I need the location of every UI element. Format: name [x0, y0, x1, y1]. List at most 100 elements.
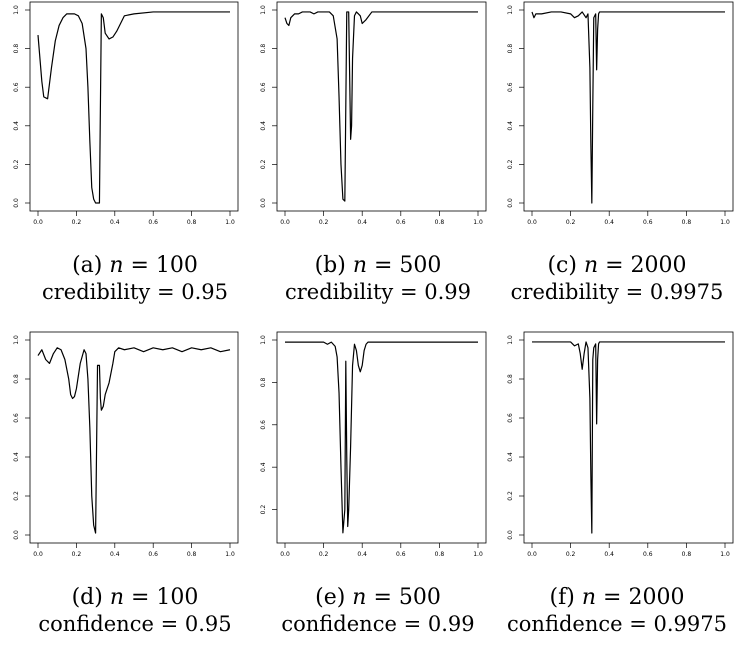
caption-n-symbol: n — [109, 253, 123, 278]
y-tick-label: 0.2 — [13, 491, 20, 501]
caption-n-symbol: n — [584, 253, 598, 278]
y-tick-label: 0.8 — [260, 377, 267, 387]
x-tick-label: 1.0 — [225, 551, 235, 558]
caption-line-2: credibility = 0.99 — [285, 280, 471, 304]
plot-frame — [29, 331, 239, 544]
x-tick-label: 0.8 — [682, 551, 692, 558]
x-tick-label: 0.8 — [435, 219, 445, 226]
y-tick-label: 0.6 — [507, 82, 514, 92]
caption-line-1: (e) n = 500 — [315, 585, 441, 610]
series-line — [531, 11, 725, 204]
x-tick-label: 0.8 — [187, 551, 197, 558]
x-tick-label: 0.0 — [33, 219, 43, 226]
caption-label: (c) — [547, 253, 583, 278]
x-tick-label: 0.6 — [643, 551, 653, 558]
series-line — [284, 11, 478, 202]
y-tick-label: 0.0 — [260, 198, 267, 208]
x-tick-label: 0.8 — [682, 219, 692, 226]
y-tick-label: 0.2 — [507, 159, 514, 169]
y-tick-label: 0.0 — [507, 198, 514, 208]
x-tick-label: 0.0 — [280, 551, 290, 558]
caption-n-value: = 500 — [366, 585, 440, 610]
caption-n-symbol: n — [582, 585, 596, 610]
x-tick-label: 0.2 — [319, 551, 329, 558]
caption-line-1: (f) n = 2000 — [550, 585, 685, 610]
x-tick-label: 0.0 — [527, 551, 537, 558]
x-tick-label: 0.4 — [357, 551, 367, 558]
y-tick-label: 1.0 — [507, 335, 514, 345]
x-tick-label: 0.4 — [604, 219, 614, 226]
y-tick-label: 0.6 — [13, 82, 20, 92]
y-tick-label: 0.4 — [13, 452, 20, 462]
x-tick-label: 0.6 — [148, 551, 158, 558]
caption-line-1: (a) n = 100 — [72, 253, 198, 278]
caption-n-symbol: n — [353, 253, 367, 278]
caption-label: (b) — [315, 253, 353, 278]
y-tick-label: 0.2 — [13, 159, 20, 169]
x-tick-label: 1.0 — [720, 219, 730, 226]
y-tick-label: 1.0 — [13, 335, 20, 345]
caption-label: (e) — [315, 585, 352, 610]
x-tick-label: 0.2 — [566, 219, 576, 226]
x-tick-label: 0.0 — [527, 219, 537, 226]
y-tick-label: 0.4 — [507, 121, 514, 131]
y-tick-label: 0.4 — [260, 462, 267, 472]
chart-panel: 0.0 0.2 0.4 0.6 0.8 1.0 0.0 0.2 0.4 0.6 0.8 1.0 (b) … — [260, 1, 487, 304]
y-tick-label: 1.0 — [260, 335, 267, 345]
y-tick-label: 1.0 — [507, 5, 514, 15]
y-tick-label: 0.0 — [13, 198, 20, 208]
caption-n-value: = 100 — [124, 253, 198, 278]
y-tick-label: 0.8 — [507, 374, 514, 384]
y-tick-label: 0.2 — [260, 159, 267, 169]
y-tick-label: 0.6 — [13, 413, 20, 423]
caption-line-1: (c) n = 2000 — [547, 253, 686, 278]
caption-n-value: = 100 — [124, 585, 198, 610]
chart-panel: 0.0 0.2 0.4 0.6 0.8 1.0 0.0 0.2 0.4 0.6 0.8 1.0 (c) … — [507, 1, 734, 304]
y-tick-label: 0.6 — [260, 420, 267, 430]
chart-panel: 0.0 0.2 0.4 0.6 0.8 1.0 0.0 0.2 0.4 0.6 0.8 1.0 (f) … — [507, 331, 734, 636]
x-tick-label: 1.0 — [720, 551, 730, 558]
caption-line-1: (b) n = 500 — [315, 253, 442, 278]
y-tick-label: 0.6 — [507, 413, 514, 423]
caption-n-symbol: n — [352, 585, 366, 610]
series-line — [37, 347, 231, 534]
plot-frame — [276, 331, 487, 544]
y-tick-label: 0.2 — [507, 491, 514, 501]
x-tick-label: 0.0 — [280, 219, 290, 226]
x-tick-label: 0.2 — [566, 551, 576, 558]
x-tick-label: 0.8 — [435, 551, 445, 558]
x-tick-label: 0.0 — [33, 551, 43, 558]
series-line — [37, 11, 230, 204]
x-tick-label: 1.0 — [473, 551, 483, 558]
caption-line-1: (d) n = 100 — [72, 585, 199, 610]
series-line — [532, 341, 725, 534]
caption-n-value: = 500 — [367, 253, 441, 278]
x-tick-label: 0.6 — [396, 219, 406, 226]
y-tick-label: 0.2 — [260, 505, 267, 515]
y-tick-label: 0.8 — [260, 44, 267, 54]
x-tick-label: 0.2 — [72, 551, 82, 558]
caption-label: (a) — [72, 253, 109, 278]
x-tick-label: 0.2 — [319, 219, 329, 226]
y-tick-label: 0.4 — [13, 121, 20, 131]
caption-line-2: confidence = 0.95 — [38, 612, 231, 636]
plot-frame — [29, 1, 239, 212]
y-tick-label: 0.4 — [260, 121, 267, 131]
caption-n-symbol: n — [110, 585, 124, 610]
x-tick-label: 0.4 — [110, 219, 120, 226]
y-tick-label: 0.8 — [13, 374, 20, 384]
y-tick-label: 1.0 — [13, 5, 20, 15]
y-tick-label: 0.0 — [507, 530, 514, 540]
y-tick-label: 0.6 — [260, 82, 267, 92]
chart-panel: 0.0 0.2 0.4 0.6 0.8 1.0 0.0 0.2 0.4 0.6 0.8 1.0 (d) … — [13, 331, 239, 636]
y-tick-label: 0.8 — [507, 44, 514, 54]
chart-panel: 0.0 0.2 0.4 0.6 0.8 1.0 0.0 0.2 0.4 0.6 0.8 1.0 (a) … — [13, 1, 239, 304]
caption-n-value: = 2000 — [598, 253, 686, 278]
x-tick-label: 0.6 — [396, 551, 406, 558]
plot-frame — [523, 1, 734, 212]
caption-label: (d) — [72, 585, 110, 610]
caption-n-value: = 2000 — [596, 585, 684, 610]
caption-line-2: credibility = 0.9975 — [511, 280, 724, 304]
chart-panel: 0.0 0.2 0.4 0.6 0.8 1.0 0.2 0.4 0.6 0.8 1.0 (e) n =… — [260, 331, 487, 636]
